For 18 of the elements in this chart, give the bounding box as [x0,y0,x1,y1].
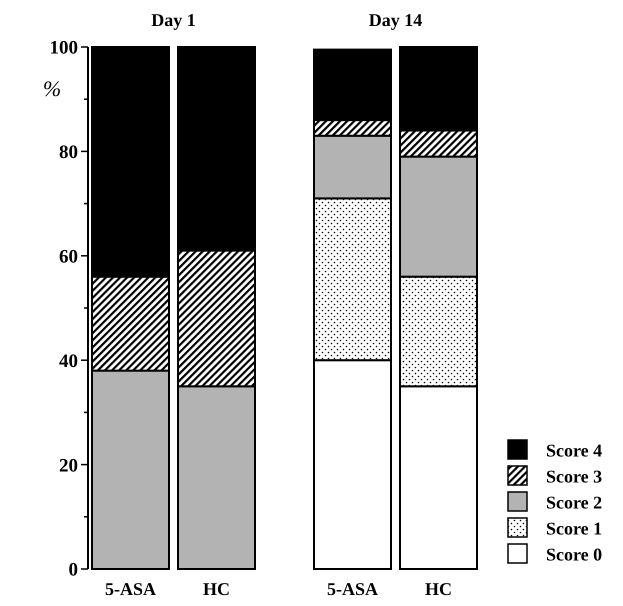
x-tick-label: HC [425,579,452,599]
y-tick-label: 80 [59,142,78,164]
legend-label: Score 0 [546,544,602,564]
x-tick-label: 5-ASA [326,579,378,599]
legend-label: Score 2 [546,492,602,512]
y-tick-label: 100 [50,38,78,59]
text: Day 14 [368,10,422,30]
x-tick-label: 5-ASA [104,579,156,599]
y-tick-label: 0 [68,560,78,581]
y-axis-title: % [42,76,62,101]
y-tick-label: 20 [59,455,78,476]
y-tick-label: 40 [59,350,78,372]
legend-label: Score 4 [546,440,602,460]
x-tick-label: HC [203,579,230,599]
legend-label: Score 1 [546,518,602,538]
legend-label: Score 3 [546,466,602,486]
text: Day 1 [151,10,196,30]
y-tick-label: 60 [59,246,78,268]
